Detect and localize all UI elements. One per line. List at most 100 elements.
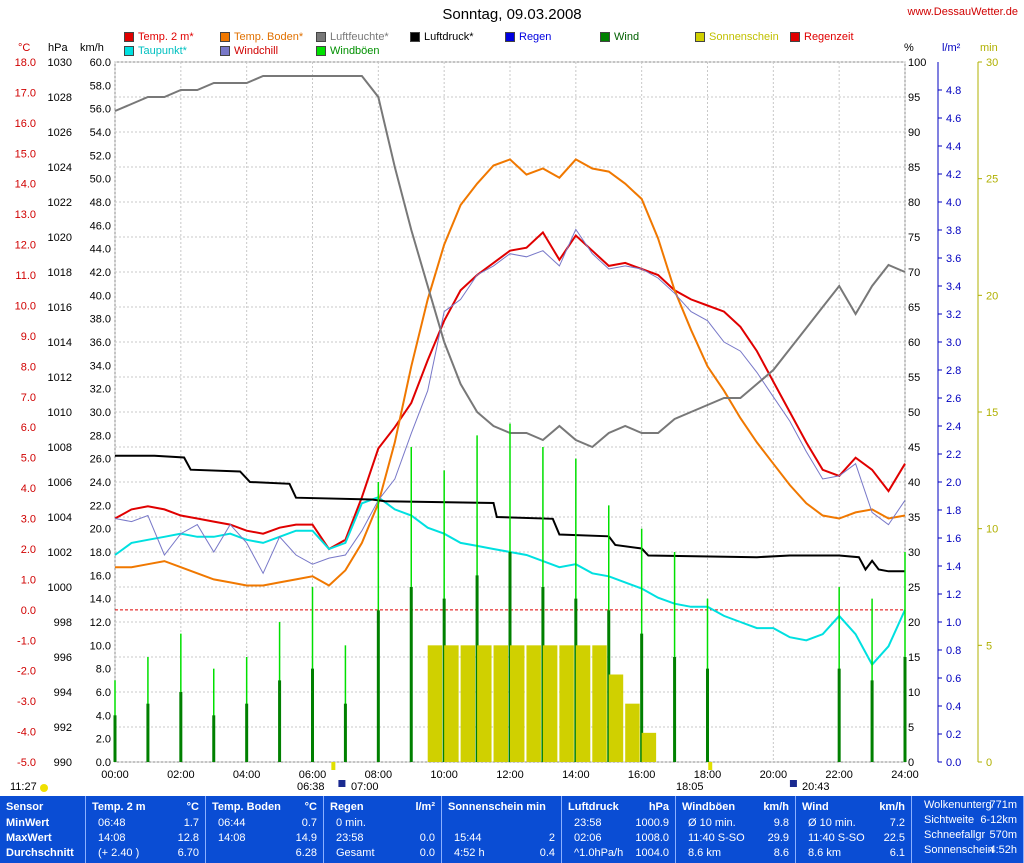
speed-tick-label: 48.0: [90, 197, 111, 209]
legend-luftfeuchte: Luftfeuchte*: [316, 31, 389, 43]
temp-tick-label: -3.0: [17, 696, 36, 708]
sun-tick-label: 10: [986, 524, 998, 536]
legend-label: Windböen: [330, 45, 380, 57]
sun-bar: [559, 645, 574, 762]
stats-column: Wolkenunterg 771m Sichtweite 6-12km Schneefa…: [912, 796, 1024, 863]
chart-title: Sonntag, 09.03.2008: [442, 6, 582, 23]
stats-head-unit: l/m²: [415, 801, 435, 813]
rain-tick-label: 0.4: [946, 701, 961, 713]
stats-header: Sensor: [0, 801, 85, 816]
legend-swatch: [220, 46, 230, 56]
stats-cell-value: 29.9: [767, 832, 789, 844]
stats-column: Sensor MinWert MaxWert Durchschnitt: [0, 796, 86, 863]
rain-tick-label: 4.0: [946, 197, 961, 209]
stats-cell-label: 15:44: [454, 832, 482, 844]
site-link[interactable]: www.DessauWetter.de: [907, 6, 1018, 18]
x-tick-label: 04:00: [233, 769, 261, 781]
temp-tick-label: 14.0: [15, 179, 36, 191]
speed-tick-label: 22.0: [90, 500, 111, 512]
stats-cell-label: (+ 2.40 ): [98, 847, 140, 859]
speed-tick-label: 56.0: [90, 104, 111, 116]
speed-tick-label: 8.0: [96, 664, 111, 676]
sunrise-time: 06:38: [297, 781, 325, 793]
pressure-tick-label: 1022: [48, 197, 72, 209]
sun-bar: [427, 645, 443, 762]
temp-tick-label: 12.0: [15, 240, 36, 252]
stats-row: 11:40 S-SO 22.5: [796, 832, 911, 847]
stats-cell-value: 2: [548, 832, 555, 844]
stats-row: 11:40 S-SO 29.9: [676, 832, 795, 847]
x-tick-label: 22:00: [825, 769, 853, 781]
speed-tick-label: 6.0: [96, 687, 111, 699]
stats-cell-value: 6.70: [177, 847, 199, 859]
stats-row: 8.6 km 6.1: [796, 847, 911, 862]
stats-head-label: Sensor: [6, 801, 44, 813]
stats-column: Windböen km/h Ø 10 min. 9.8 11:40 S-SO 29.9 8.…: [676, 796, 796, 863]
x-tick-label: 24:00: [891, 769, 919, 781]
x-tick-label: 14:00: [562, 769, 590, 781]
rain-tick-label: 1.4: [946, 561, 961, 573]
stats-cell-label: MaxWert: [6, 832, 52, 844]
series-temp-boden: [115, 158, 906, 587]
legend-regenzeit: Regenzeit: [790, 31, 854, 43]
pressure-tick-label: 992: [54, 722, 72, 734]
moonset-time: 20:43: [802, 781, 830, 793]
speed-tick-label: 10.0: [90, 640, 111, 652]
sun-tick-label: 30: [986, 57, 998, 69]
stats-cell-label: 4:52 h: [454, 847, 485, 859]
stats-cell-label: 11:40 S-SO: [688, 832, 745, 844]
legend-wind: Wind: [600, 31, 639, 43]
legend-label: Taupunkt*: [138, 45, 187, 57]
legend-temp2m: Temp. 2 m*: [124, 31, 194, 43]
temp-tick-label: 13.0: [15, 209, 36, 221]
temp-tick-label: -5.0: [17, 757, 36, 769]
sun-bar: [510, 645, 525, 762]
humidity-tick-label: 50: [908, 407, 920, 419]
temp-tick-label: 5.0: [21, 453, 36, 465]
pressure-tick-label: 1010: [48, 407, 72, 419]
pressure-tick-label: 994: [54, 687, 72, 699]
stats-row: 4:52 h 0.4: [442, 847, 561, 862]
rain-tick-label: 0.0: [946, 757, 961, 769]
humidity-tick-label: 70: [908, 267, 920, 279]
stats-head-label: Sonnenschein min: [448, 801, 546, 813]
stats-cell-label: Sichtweite: [924, 814, 975, 826]
legend-swatch: [124, 32, 134, 42]
stats-row: Ø 10 min. 9.8: [676, 817, 795, 832]
stats-row: 23:58 0.0: [324, 832, 441, 847]
humidity-tick-label: 75: [908, 232, 920, 244]
moonrise-icon: [338, 780, 346, 787]
humidity-tick-label: 20: [908, 617, 920, 629]
sunrise-marker: [331, 762, 336, 770]
pressure-tick-label: 1016: [48, 302, 72, 314]
stats-cell-label: 02:06: [574, 832, 602, 844]
legend-label: Windchill: [234, 45, 279, 57]
stats-cell-value: 1004.0: [635, 847, 669, 859]
sun-bar: [526, 645, 541, 762]
stats-header: Temp. 2 m °C: [86, 801, 205, 816]
x-tick-label: 12:00: [496, 769, 524, 781]
rain-tick-label: 0.2: [946, 729, 961, 741]
humidity-tick-label: 65: [908, 302, 920, 314]
stats-row: 14:08 14.9: [206, 832, 323, 847]
stats-row: Schneefallgr 570m: [912, 829, 1023, 844]
stats-cell-value: 0.0: [419, 832, 435, 844]
series-luftdruck: [115, 454, 905, 573]
temp-tick-label: 9.0: [21, 331, 36, 343]
rain-tick-label: 2.4: [946, 421, 961, 433]
rain-tick-label: 2.2: [946, 449, 961, 461]
speed-tick-label: 24.0: [90, 477, 111, 489]
sun-bar: [460, 645, 476, 762]
weather-chart: 00:00 02:00 04:00 06:00 08:00 10:00 12:00 14:00…: [15, 57, 998, 792]
legend-windboeen: Windböen: [316, 45, 380, 57]
temp-tick-label: 4.0: [21, 483, 36, 495]
stats-cell-label: Gesamt: [336, 847, 375, 859]
rain-tick-label: 1.8: [946, 505, 961, 517]
stats-head-unit: °C: [186, 801, 199, 813]
temp-tick-label: 18.0: [15, 57, 36, 69]
speed-axis-unit: km/h: [80, 42, 104, 54]
stats-cell-label: Durchschnitt: [6, 847, 74, 859]
stats-header: Luftdruck hPa: [562, 801, 675, 816]
humidity-axis-unit: %: [904, 42, 914, 54]
speed-tick-label: 2.0: [96, 734, 111, 746]
